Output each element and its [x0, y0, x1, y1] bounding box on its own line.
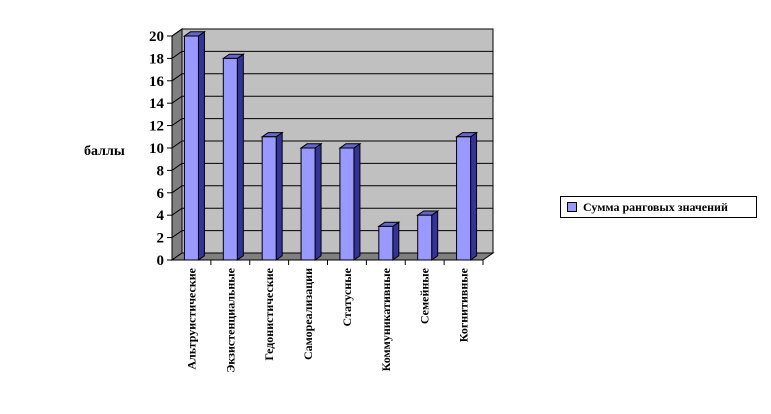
x-tick-label: Гедонистические	[262, 267, 276, 360]
y-tick-label: 10	[149, 141, 164, 157]
legend-label: Сумма ранговых значений	[583, 199, 728, 214]
bar-front	[183, 35, 199, 261]
bar-front	[261, 136, 277, 261]
x-tick-label: Когнитивные	[457, 267, 471, 342]
x-tick-labels: Альтруистические Экзистенциальные Гедонист…	[184, 260, 484, 373]
gridline	[171, 207, 493, 216]
x-tick-label: Экзистенциальные	[223, 267, 237, 372]
bar-side	[353, 142, 361, 261]
bar-front	[378, 225, 394, 261]
y-tick-label: 2	[157, 231, 165, 247]
x-tick-label: Альтруистические	[184, 267, 198, 369]
bar-front	[339, 147, 355, 261]
bar-side	[275, 131, 283, 261]
bar	[260, 131, 284, 261]
legend-swatch	[567, 202, 577, 212]
y-tick-label: 20	[149, 29, 164, 45]
gridline	[171, 185, 493, 194]
y-tick-label: 18	[149, 51, 164, 67]
bar-front	[456, 136, 472, 261]
gridline	[171, 140, 493, 149]
y-tick-labels: 0 2 4 6 8 10 12 14 16 18 20	[149, 29, 483, 269]
bar	[299, 142, 323, 261]
gridline	[171, 162, 493, 171]
plot-floor	[170, 252, 495, 261]
bar-front	[417, 214, 433, 261]
bar-side	[470, 131, 478, 261]
bar-side	[431, 210, 439, 261]
gridline	[171, 95, 493, 104]
bars-group	[182, 30, 479, 261]
x-tick-label: Семейные	[418, 267, 432, 324]
bar-side	[392, 221, 400, 261]
bar	[454, 131, 479, 261]
bar-side	[314, 142, 322, 261]
gridline	[171, 50, 493, 59]
y-tick-label: 16	[149, 74, 165, 90]
x-tick-label: Самореализации	[301, 268, 315, 360]
legend: Сумма ранговых значений	[560, 196, 757, 218]
bar	[377, 221, 401, 261]
y-tick-label: 4	[157, 208, 165, 224]
plot-area	[170, 28, 495, 261]
x-tick-label: Статусные	[340, 267, 354, 326]
bar	[416, 210, 440, 261]
bar-side	[197, 30, 205, 261]
bar	[221, 53, 245, 261]
bar-front	[222, 57, 238, 261]
bar-side	[236, 53, 244, 261]
gridline	[171, 73, 493, 82]
y-tick-label: 6	[157, 186, 165, 202]
y-axis-label: баллы	[84, 144, 125, 159]
y-tick-label: 8	[157, 163, 165, 179]
bar-front	[300, 147, 316, 261]
gridline	[171, 28, 493, 37]
x-tick-label: Коммуникативные	[379, 267, 393, 371]
bar	[182, 30, 207, 261]
y-tick-label: 0	[157, 253, 165, 269]
bar	[338, 142, 362, 261]
gridline	[171, 118, 493, 127]
y-tick-label: 14	[149, 96, 165, 112]
y-tick-label: 12	[149, 119, 164, 135]
